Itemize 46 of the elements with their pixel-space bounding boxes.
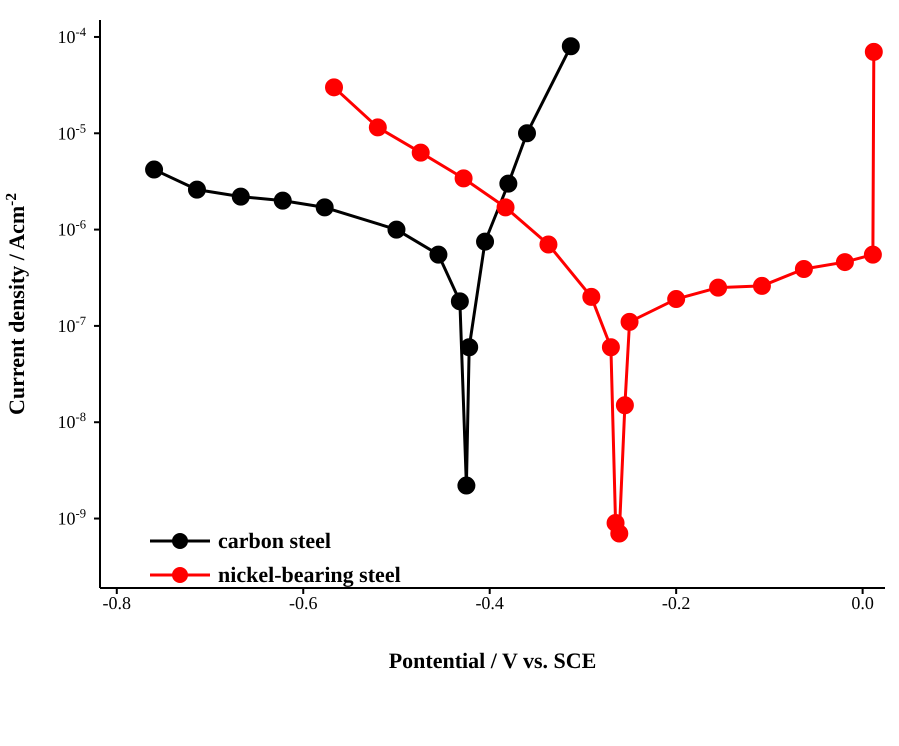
point [794, 260, 813, 278]
point [709, 278, 728, 297]
point [412, 144, 430, 162]
point [325, 78, 344, 96]
y-tick-label: 10$^{-8}$ [58, 410, 86, 432]
point [188, 180, 206, 199]
point [316, 198, 334, 216]
point [864, 42, 883, 61]
x-tick-label: -0.6 [288, 592, 318, 613]
x-tick-label: -0.8 [102, 592, 132, 613]
y-tick-label: 10$^{-4}$ [58, 24, 87, 47]
y-tick-label: 10$^{-6}$ [58, 218, 86, 240]
point [518, 124, 536, 142]
point [667, 290, 686, 308]
point [752, 276, 771, 295]
point [496, 198, 515, 216]
x-tick-label: -0.2 [662, 592, 690, 613]
point [454, 169, 473, 188]
legend-label: carbon steel [218, 528, 332, 554]
point [539, 236, 558, 254]
point [476, 232, 494, 251]
legend-label: nickel-bearing steel [218, 562, 401, 588]
x-tick-label: -0.4 [475, 592, 504, 613]
point [499, 174, 518, 193]
point [616, 396, 634, 414]
point [836, 253, 854, 272]
point [620, 312, 639, 331]
y-tick-label: 10$^{-9}$ [58, 506, 86, 529]
point [610, 524, 628, 542]
point [562, 37, 580, 56]
point [429, 246, 448, 264]
point [582, 288, 600, 306]
y-tick-label: 10$^{-5}$ [58, 121, 86, 144]
x-axis-title: Pontential / V vs. SCE [388, 648, 596, 673]
point [368, 118, 387, 136]
point [460, 338, 478, 356]
point [387, 220, 406, 239]
point [274, 192, 292, 210]
point [450, 292, 469, 310]
point [145, 160, 164, 179]
y-tick-label: 10$^{-7}$ [58, 314, 86, 336]
point [602, 338, 620, 356]
x-tick-label: 0.0 [851, 592, 874, 613]
point [864, 246, 882, 264]
point [457, 476, 476, 495]
point [232, 188, 250, 206]
